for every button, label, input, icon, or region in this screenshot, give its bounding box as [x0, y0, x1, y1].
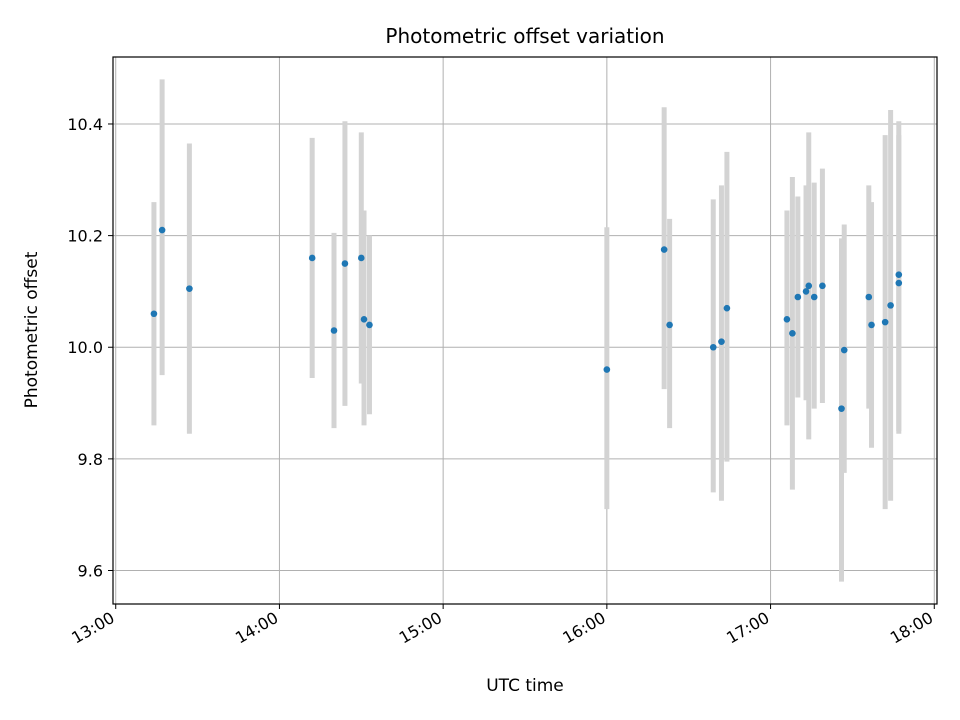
data-point	[865, 293, 873, 301]
data-point	[666, 321, 673, 329]
data-point	[709, 343, 717, 351]
data-point	[868, 321, 875, 329]
y-tick-label: 10.0	[67, 338, 103, 357]
data-points	[150, 226, 903, 412]
data-point	[341, 260, 349, 267]
y-axis-label: Photometric offset	[22, 251, 42, 408]
y-tick-label: 9.8	[78, 450, 103, 469]
data-point	[360, 316, 368, 323]
data-point	[805, 282, 813, 290]
data-point	[366, 321, 373, 329]
data-point	[881, 318, 889, 326]
chart-title: Photometric offset variation	[385, 24, 664, 48]
data-point	[819, 282, 826, 290]
data-point	[895, 279, 903, 287]
data-point	[158, 226, 166, 234]
data-point	[308, 254, 316, 262]
y-axis-ticks: 9.6 9.8 10.0 10.2 10.4	[67, 115, 113, 581]
y-tick-label: 10.2	[67, 227, 103, 246]
data-point	[723, 304, 731, 312]
data-point	[802, 288, 810, 295]
data-point	[838, 405, 845, 412]
data-point	[789, 329, 796, 337]
data-point	[603, 366, 611, 373]
y-tick-label: 10.4	[67, 115, 103, 134]
data-point	[150, 310, 158, 318]
x-axis-label: UTC time	[486, 676, 564, 696]
data-point	[783, 316, 791, 323]
data-point	[330, 327, 338, 334]
data-point	[840, 346, 848, 354]
data-point	[895, 271, 903, 278]
data-point	[718, 338, 725, 345]
y-tick-label: 9.6	[78, 562, 103, 581]
plot-frame	[112, 56, 938, 605]
data-point	[357, 254, 365, 262]
data-point	[660, 246, 668, 253]
data-point	[186, 285, 193, 292]
data-point	[810, 293, 818, 301]
data-point	[887, 302, 894, 309]
data-point	[794, 293, 802, 301]
